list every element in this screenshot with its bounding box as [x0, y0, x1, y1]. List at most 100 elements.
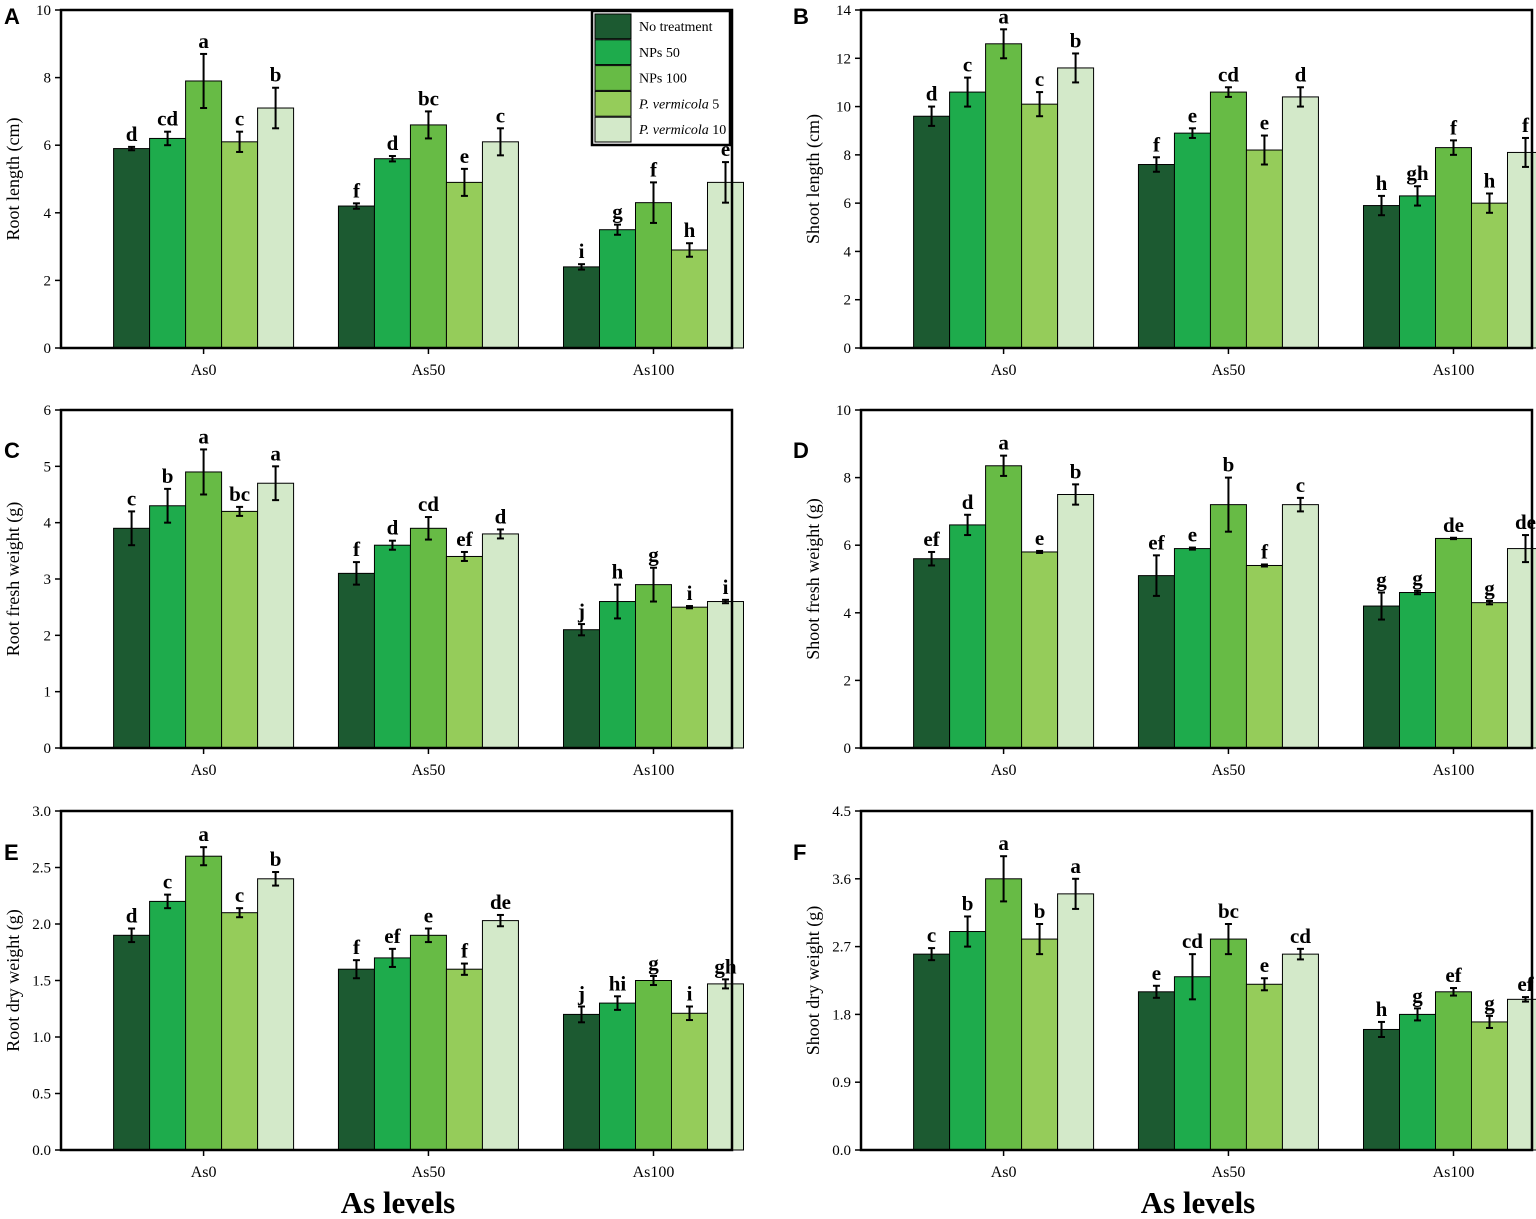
bar — [185, 80, 223, 349]
y-tick-label: 12 — [836, 51, 851, 67]
bar — [1245, 983, 1283, 1151]
bar — [1137, 575, 1175, 749]
bar — [562, 266, 600, 349]
y-tick-label: 3.0 — [32, 804, 51, 820]
significance-letter: d — [126, 122, 138, 146]
bar — [1281, 96, 1319, 349]
significance-letter: g — [612, 200, 623, 224]
y-axis-label: Shoot fresh weight (g) — [803, 498, 824, 659]
y-tick-label: 2 — [844, 293, 852, 309]
bar — [221, 912, 259, 1151]
bar — [337, 205, 375, 349]
y-tick-label: 6 — [844, 196, 852, 212]
significance-letter: b — [162, 464, 174, 488]
significance-letter: c — [235, 107, 244, 131]
legend-swatch — [594, 90, 632, 117]
bar — [373, 957, 411, 1151]
bar — [1209, 504, 1247, 749]
bar — [706, 181, 744, 349]
significance-letter: h — [1376, 171, 1388, 195]
y-tick-label: 0 — [44, 741, 52, 757]
x-tick-label: As100 — [633, 1164, 675, 1181]
bar — [1398, 195, 1436, 349]
panel-letter: E — [4, 840, 19, 865]
x-tick-label: As100 — [633, 762, 675, 779]
bar — [913, 115, 951, 349]
significance-letter: j — [577, 981, 585, 1005]
legend-label: No treatment — [639, 20, 713, 35]
bar — [634, 980, 672, 1151]
bar — [149, 137, 187, 349]
significance-letter: a — [998, 431, 1009, 455]
legend-label-text: NPs 100 — [639, 72, 687, 87]
y-tick-label: 0.0 — [32, 1143, 51, 1159]
bar — [562, 629, 600, 749]
bar — [221, 510, 259, 749]
bar — [257, 482, 295, 749]
y-tick-label: 14 — [836, 3, 852, 19]
bar — [257, 878, 295, 1151]
bar — [1173, 548, 1211, 749]
legend-swatch — [594, 65, 632, 91]
bar — [1209, 91, 1247, 349]
plot-frame — [59, 8, 734, 350]
x-tick-label: As50 — [1212, 1164, 1246, 1181]
significance-letter: c — [163, 870, 172, 894]
x-tick-label: As0 — [191, 1164, 217, 1181]
y-tick-label: 4 — [44, 516, 52, 532]
y-tick-label: 2 — [44, 273, 52, 289]
significance-letter: e — [1188, 103, 1197, 127]
y-tick-label: 6 — [44, 138, 52, 154]
y-tick-label: 10 — [36, 3, 51, 19]
significance-letter: b — [1223, 453, 1235, 477]
significance-letter: e — [1188, 523, 1197, 547]
bar — [337, 572, 375, 749]
bar — [1281, 953, 1319, 1151]
significance-letter: a — [270, 441, 281, 465]
legend-label-text: NPs 50 — [639, 46, 680, 61]
significance-letter: de — [1515, 510, 1536, 534]
bar — [1362, 205, 1400, 349]
significance-letter: i — [723, 575, 729, 599]
significance-letter: cd — [1182, 929, 1203, 953]
y-tick-label: 3.6 — [832, 872, 851, 888]
y-tick-label: 2.7 — [832, 940, 851, 956]
bar — [670, 606, 708, 749]
bar — [670, 1012, 708, 1151]
significance-letter: de — [490, 890, 511, 914]
significance-letter: g — [1412, 566, 1423, 590]
significance-letter: g — [1412, 983, 1423, 1007]
bar — [1057, 893, 1095, 1151]
bar — [481, 920, 519, 1151]
bar — [1137, 164, 1175, 349]
significance-letter: gh — [714, 954, 737, 978]
bar — [1137, 991, 1175, 1151]
bar — [1470, 1021, 1508, 1151]
bar — [409, 124, 447, 349]
y-tick-label: 1.8 — [832, 1007, 851, 1023]
bar — [670, 249, 708, 349]
bar — [1470, 202, 1508, 349]
significance-letter: e — [424, 904, 433, 928]
x-tick-label: As100 — [1433, 762, 1475, 779]
significance-letter: bc — [418, 86, 439, 110]
x-tick-label: As50 — [1212, 762, 1246, 779]
significance-letter: d — [495, 504, 507, 528]
y-tick-label: 2 — [44, 628, 52, 644]
significance-letter: h — [684, 218, 696, 242]
x-tick-label: As100 — [1433, 362, 1475, 379]
legend-label-italic: P. vermicola — [638, 123, 709, 138]
significance-letter: c — [927, 923, 936, 947]
x-tick-label: As0 — [991, 1164, 1017, 1181]
y-tick-label: 8 — [44, 71, 52, 87]
y-axis-label: Shoot length (cm) — [803, 114, 824, 244]
bar — [149, 505, 187, 749]
significance-letter: i — [579, 239, 585, 263]
significance-letter: d — [387, 131, 399, 155]
legend-label: P. vermicola 5 — [638, 97, 719, 112]
bar — [257, 107, 295, 349]
significance-letter: f — [461, 939, 469, 963]
significance-letter: e — [721, 137, 730, 161]
plot-frame — [859, 809, 1534, 1152]
